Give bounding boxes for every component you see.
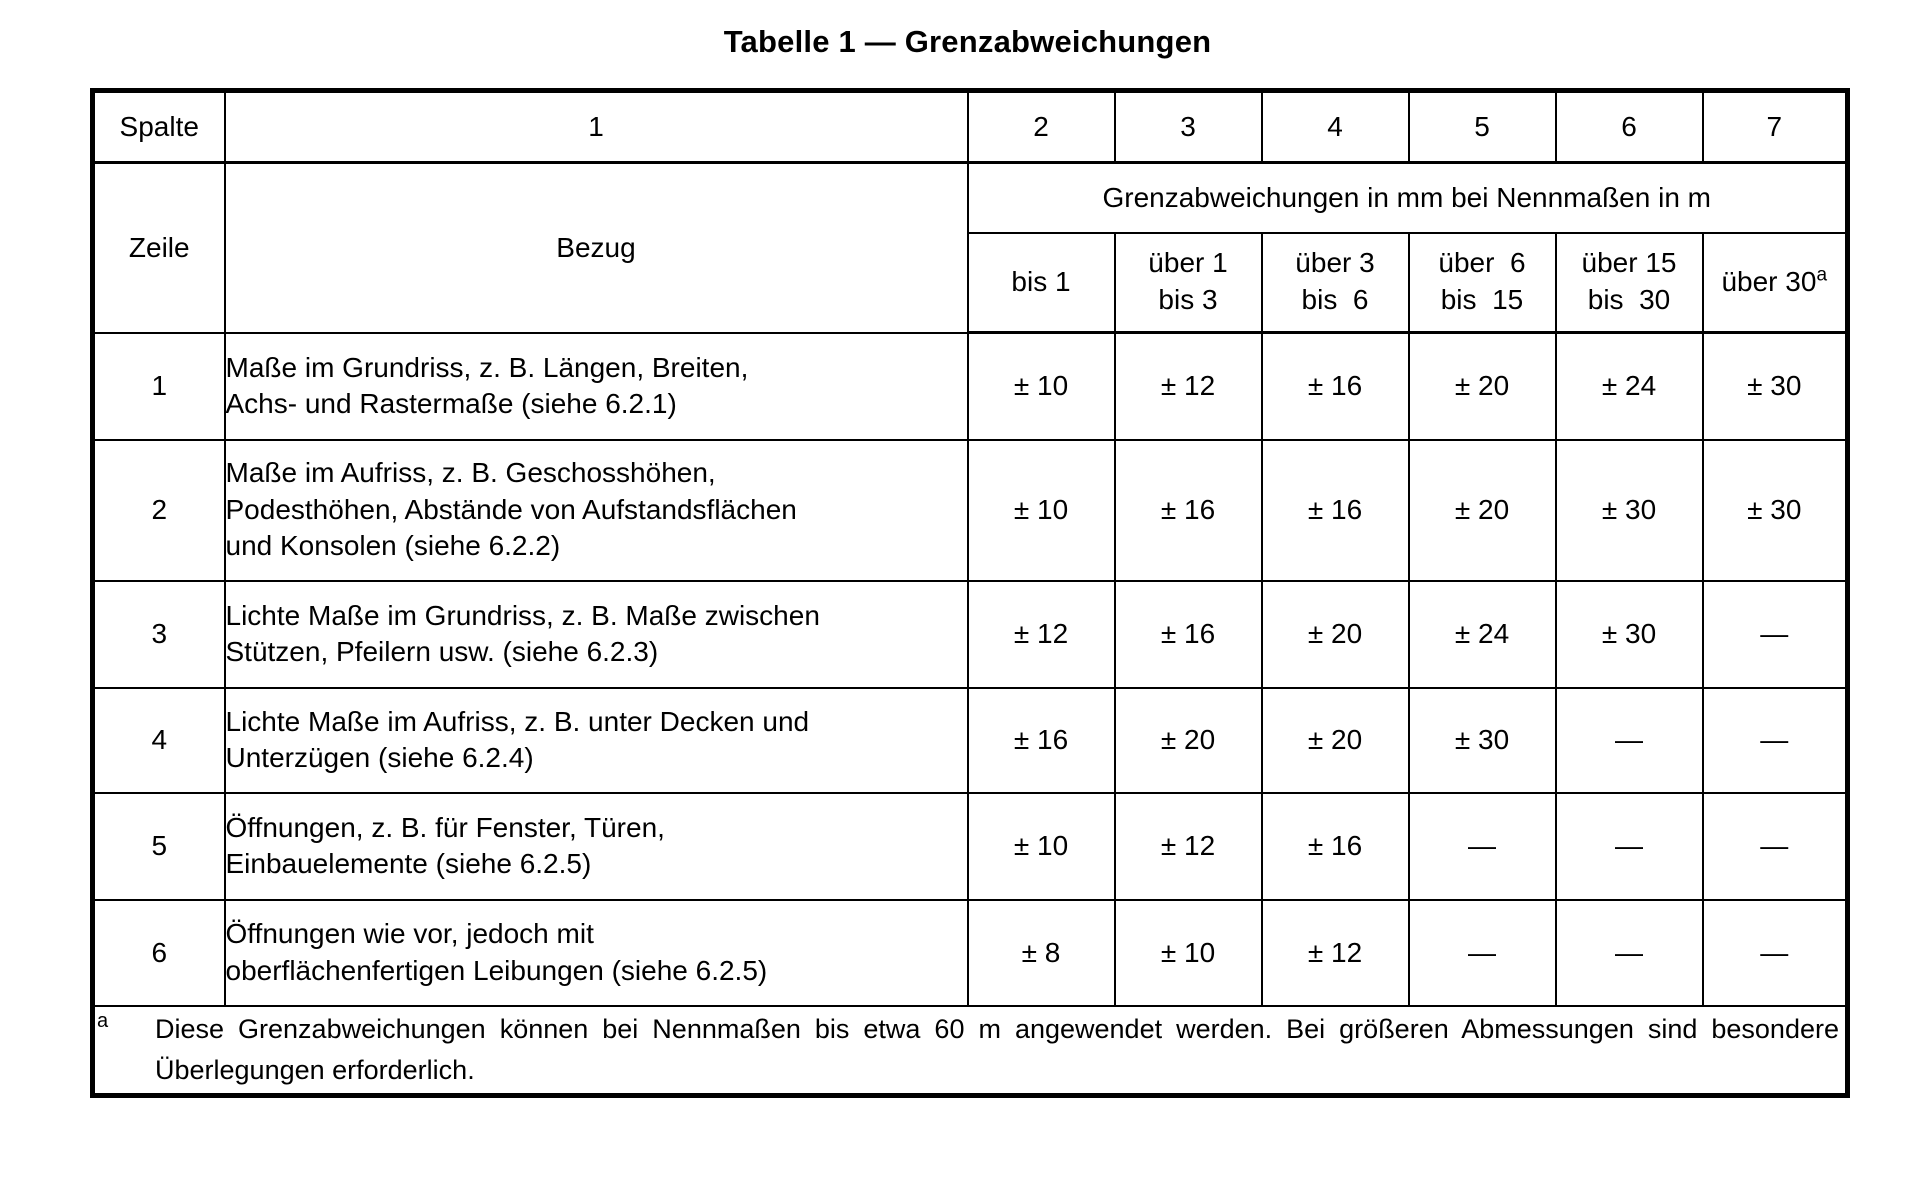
subheader-bis-1: bis 1	[966, 232, 1116, 334]
bezug-cell: Öffnungen, z. B. für Fenster, Türen, Ein…	[223, 791, 969, 901]
footnote-marker: a	[97, 1010, 109, 1033]
value-cell: ± 16	[966, 686, 1116, 794]
value-cell: ± 10	[1113, 898, 1263, 1007]
value-cell: ± 12	[1113, 331, 1263, 441]
subheader-text: bis 1	[1011, 265, 1071, 297]
column-number-2: 2	[966, 89, 1116, 164]
row-number: 5	[91, 791, 226, 901]
row-number: 4	[91, 686, 226, 794]
value-cell: ± 30	[1407, 686, 1557, 794]
table-row: 3 Lichte Maße im Grundriss, z. B. Maße z…	[91, 579, 1849, 689]
bezug-cell: Lichte Maße im Grundriss, z. B. Maße zwi…	[223, 579, 969, 689]
bezug-cell: Maße im Aufriss, z. B. Geschosshöhen, Po…	[223, 438, 969, 582]
value-cell: ± 30	[1554, 579, 1704, 689]
column-number-row: Spalte 1 2 3 4 5 6 7	[91, 89, 1849, 164]
value-cell: ± 8	[966, 898, 1116, 1007]
footnote-row: a Diese Grenzabweichungen können bei Nen…	[91, 1004, 1849, 1097]
value-cell: —	[1554, 791, 1704, 901]
subheader-ueber-15-bis-30: über 15 bis 30	[1554, 232, 1704, 334]
deviation-span-header: Grenzabweichungen in mm bei Nennmaßen in…	[966, 161, 1849, 234]
row-number: 3	[91, 579, 226, 689]
subheader-text: über 15 bis 30	[1581, 247, 1677, 316]
column-number-5: 5	[1407, 89, 1557, 164]
deviation-table: Spalte 1 2 3 4 5 6 7 Zeile Bezug Grenzab…	[90, 88, 1850, 1098]
value-cell: ± 10	[966, 331, 1116, 441]
value-cell: ± 16	[1260, 791, 1410, 901]
bezug-cell: Lichte Maße im Aufriss, z. B. unter Deck…	[223, 686, 969, 794]
subheader-text: über 30	[1721, 265, 1817, 297]
bezug-cell: Öffnungen wie vor, jedoch mit oberfläche…	[223, 898, 969, 1007]
value-cell: ± 20	[1260, 579, 1410, 689]
value-cell: ± 20	[1407, 438, 1557, 582]
value-cell: ± 30	[1554, 438, 1704, 582]
value-cell: ± 12	[1113, 791, 1263, 901]
value-cell: ± 16	[1260, 438, 1410, 582]
value-cell: ± 12	[1260, 898, 1410, 1007]
page-title: Tabelle 1 — Grenzabweichungen	[723, 24, 1212, 59]
table-row: 4 Lichte Maße im Aufriss, z. B. unter De…	[91, 686, 1849, 794]
row-number: 1	[91, 331, 226, 441]
row-number: 6	[91, 898, 226, 1007]
subheader-ueber-1-bis-3: über 1 bis 3	[1113, 232, 1263, 334]
value-cell: ± 30	[1701, 331, 1849, 441]
value-cell: —	[1701, 686, 1849, 794]
table-row: 6 Öffnungen wie vor, jedoch mit oberfläc…	[91, 898, 1849, 1007]
subheader-text: über 6 bis 15	[1438, 247, 1526, 316]
column-number-4: 4	[1260, 89, 1410, 164]
value-cell: —	[1554, 686, 1704, 794]
footnote-text: Diese Grenzabweichungen können bei Nennm…	[155, 1014, 1839, 1085]
subheader-text: über 1 bis 3	[1148, 247, 1228, 316]
footnote: a Diese Grenzabweichungen können bei Nen…	[95, 1009, 1845, 1090]
column-number-7: 7	[1701, 89, 1849, 164]
corner-zeile-label: Zeile	[91, 161, 226, 334]
value-cell: ± 10	[966, 791, 1116, 901]
table-row: 1 Maße im Grundriss, z. B. Längen, Breit…	[91, 331, 1849, 441]
value-cell: —	[1407, 898, 1557, 1007]
footnote-reference-superscript: a	[1816, 264, 1828, 286]
table-row: 2 Maße im Aufriss, z. B. Geschosshöhen, …	[91, 438, 1849, 582]
corner-spalte-label: Spalte	[91, 89, 226, 164]
value-cell: ± 30	[1701, 438, 1849, 582]
value-cell: ± 20	[1407, 331, 1557, 441]
subheader-ueber-30: über 30a	[1701, 232, 1849, 334]
column-number-1: 1	[223, 89, 969, 164]
column-number-3: 3	[1113, 89, 1263, 164]
value-cell: ± 24	[1554, 331, 1704, 441]
value-cell: ± 16	[1113, 438, 1263, 582]
footnote-cell: a Diese Grenzabweichungen können bei Nen…	[91, 1004, 1849, 1097]
value-cell: ± 16	[1113, 579, 1263, 689]
value-cell: ± 20	[1260, 686, 1410, 794]
bezug-column-header: Bezug	[223, 161, 969, 334]
row-number: 2	[91, 438, 226, 582]
value-cell: ± 12	[966, 579, 1116, 689]
header-row-span: Zeile Bezug Grenzabweichungen in mm bei …	[91, 161, 1849, 334]
subheader-text: über 3 bis 6	[1295, 247, 1375, 316]
column-number-6: 6	[1554, 89, 1704, 164]
value-cell: ± 16	[1260, 331, 1410, 441]
subheader-row: bis 1 über 1 bis 3 über 3 bis 6 über 6 b…	[93, 232, 1849, 334]
value-cell: —	[1701, 579, 1849, 689]
value-cell: ± 20	[1113, 686, 1263, 794]
subheader-ueber-3-bis-6: über 3 bis 6	[1260, 232, 1410, 334]
value-cell: —	[1407, 791, 1557, 901]
value-cell: ± 24	[1407, 579, 1557, 689]
value-cell: ± 10	[966, 438, 1116, 582]
value-cell: —	[1701, 898, 1849, 1007]
bezug-cell: Maße im Grundriss, z. B. Längen, Breiten…	[223, 331, 969, 441]
table-row: 5 Öffnungen, z. B. für Fenster, Türen, E…	[91, 791, 1849, 901]
value-cell: —	[1554, 898, 1704, 1007]
value-cell: —	[1701, 791, 1849, 901]
subheader-ueber-6-bis-15: über 6 bis 15	[1407, 232, 1557, 334]
